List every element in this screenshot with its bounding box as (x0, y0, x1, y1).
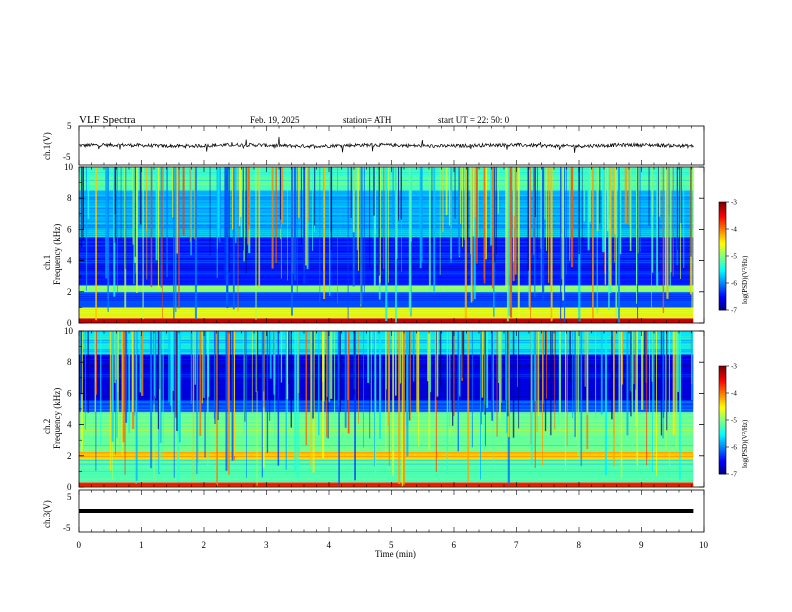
ch1-ytick-top: 5 (67, 121, 72, 131)
ytick-label: 10 (64, 326, 74, 336)
time-tick-label: 7 (514, 540, 519, 550)
ytick-label: 8 (67, 357, 72, 367)
ch3-waveform-ylabel: ch.3(V) (42, 500, 52, 528)
colorbar-tick-label: -6 (731, 280, 737, 288)
ytick-label: 2 (67, 451, 72, 461)
ytick-label: 4 (67, 420, 72, 430)
time-axis-label: Time (min) (375, 549, 416, 559)
station-label: station= ATH (343, 115, 392, 125)
ch1-spectrogram-ylabel-frequency: Frequency (kHz) (52, 224, 62, 285)
ch1-spectrogram-ylabel-channel: ch.1 (42, 255, 52, 270)
ch3-ytick-top: 5 (67, 492, 72, 502)
time-tick-label: 6 (452, 540, 457, 550)
start-time-label: start UT = 22: 50: 0 (438, 115, 510, 125)
ch2-spectrogram-ylabel-frequency: Frequency (kHz) (52, 388, 62, 449)
ytick-label: 8 (67, 193, 72, 203)
time-tick-label: 2 (202, 540, 207, 550)
ytick-label: 6 (67, 388, 72, 398)
colorbar-tick-label: -7 (731, 307, 737, 315)
colorbar-tick-label: -3 (731, 363, 737, 371)
colorbar-tick-label: -5 (731, 253, 737, 261)
ytick-label: 0 (67, 318, 72, 328)
time-tick-label: 3 (264, 540, 269, 550)
time-tick-label: 4 (327, 540, 332, 550)
ch2-spectrogram-panel: 0 2 4 6 8 10 ch.2 Frequency (kHz) -3 -4 -5 -6 -7 l… (42, 326, 749, 492)
figure-title: VLF Spectra (79, 114, 136, 126)
ch3-waveform-panel: 5 -5 ch.3(V) 0 1 2 3 4 5 6 7 8 9 10 Time (min) (42, 126, 709, 559)
colorbar-tick-label: -4 (731, 226, 737, 234)
colorbar-tick-label: -5 (731, 417, 737, 425)
time-tick-label: 1 (139, 540, 144, 550)
ch2-colorbar: -3 -4 -5 -6 -7 log(PSD)(V²/Hz) (718, 363, 749, 479)
date-label: Feb. 19, 2025 (250, 115, 300, 125)
time-tick-label: 5 (389, 540, 394, 550)
ch1-spectrogram-image (79, 167, 704, 323)
colorbar-label: log(PSD)(V²/Hz) (741, 419, 749, 468)
colorbar-tick-label: -6 (731, 444, 737, 452)
ch1-ytick-bottom: -5 (63, 152, 71, 162)
time-tick-label: 8 (577, 540, 582, 550)
ch1-waveform-ylabel: ch.1(V) (42, 132, 52, 160)
ch2-spectrogram-image (79, 331, 704, 487)
ch2-spectrogram-ylabel-channel: ch.2 (42, 419, 52, 434)
spectrogram-band-1 (79, 458, 694, 483)
ch1-colorbar: -3 -4 -5 -6 -7 log(PSD)(V²/Hz) (718, 199, 749, 315)
ytick-label: 10 (64, 162, 74, 172)
time-axis: 0 1 2 3 4 5 6 7 8 9 10 (77, 126, 709, 550)
colorbar-tick-label: -4 (731, 390, 737, 398)
time-tick-label: 9 (639, 540, 644, 550)
ch1-spectrogram-panel: 0 2 4 6 8 10 ch.1 Frequency (kHz) -3 -4 -5 -6 -7 l… (42, 162, 749, 328)
time-tick-label: 0 (77, 540, 82, 550)
colorbar-label: log(PSD)(V²/Hz) (741, 255, 749, 304)
time-tick-label: 10 (699, 540, 709, 550)
colorbar-tick-label: -3 (731, 199, 737, 207)
ch3-ytick-bottom: -5 (63, 523, 71, 533)
ytick-label: 6 (67, 224, 72, 234)
ytick-label: 4 (67, 256, 72, 266)
colorbar-tick-label: -7 (731, 471, 737, 479)
ch1-waveform-line (79, 136, 694, 153)
ytick-label: 2 (67, 287, 72, 297)
ytick-label: 0 (67, 482, 72, 492)
